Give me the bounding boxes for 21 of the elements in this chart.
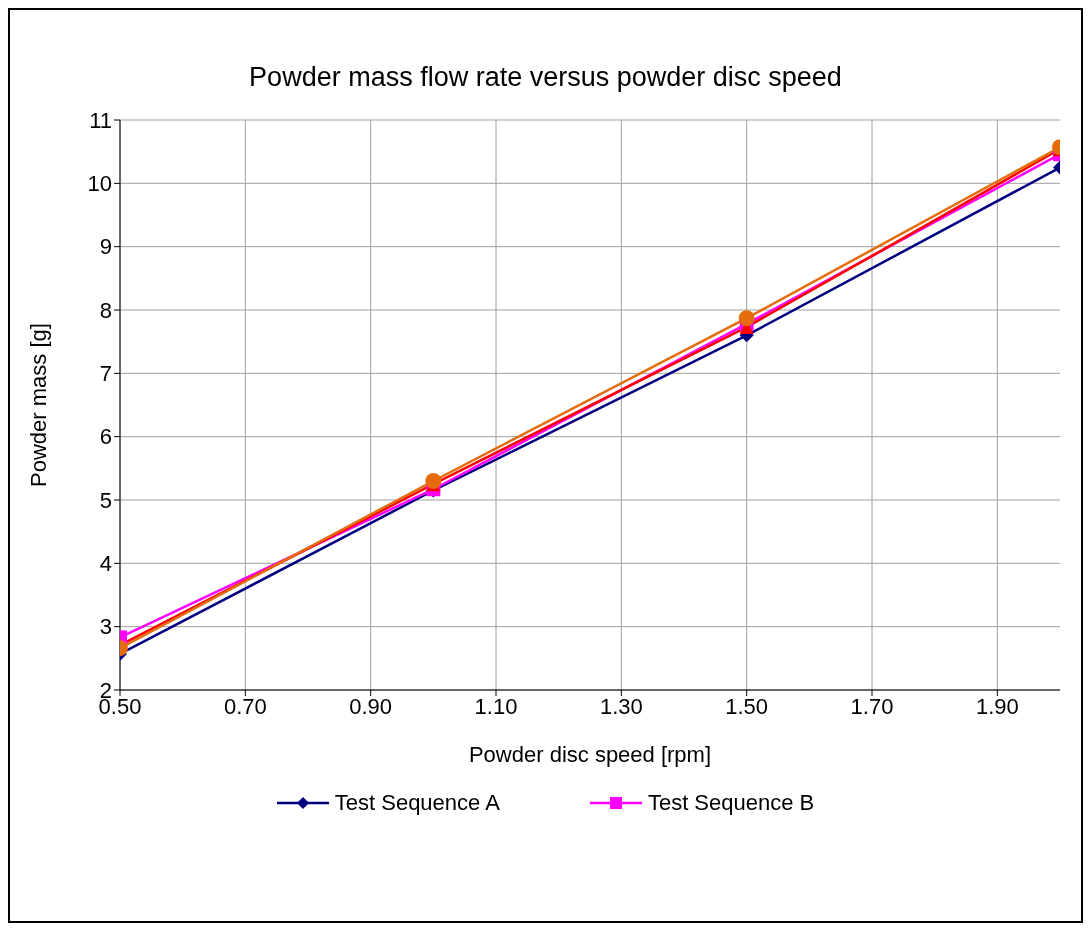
x-tick-label: 0.90	[349, 693, 393, 719]
y-tick-label: 9	[99, 234, 112, 260]
y-tick-label: 5	[99, 487, 112, 513]
y-tick-label: 10	[87, 171, 112, 197]
x-tick-label: 1.30	[599, 693, 643, 719]
y-tick-label: 6	[99, 424, 112, 450]
y-tick-label: 8	[99, 297, 112, 323]
x-tick-label: 1.90	[975, 693, 1019, 719]
y-axis-title: Powder mass [g]	[25, 323, 51, 487]
x-tick-label: 0.70	[223, 693, 267, 719]
chart-title: Powder mass flow rate versus powder disc speed	[248, 61, 843, 92]
x-axis-title: Powder disc speed [rpm]	[468, 742, 712, 767]
x-tick-label: 1.10	[474, 693, 518, 719]
x-tick-label: 1.70	[850, 693, 894, 719]
y-tick-label: 4	[99, 551, 112, 577]
x-tick-label: 1.50	[725, 693, 769, 719]
y-tick-label: 7	[99, 361, 112, 387]
y-tick-label: 3	[99, 614, 112, 640]
y-tick-label: 11	[89, 107, 112, 133]
legend-label: Test Sequence A	[334, 790, 500, 816]
legend-label: Test Sequence B	[647, 790, 815, 816]
